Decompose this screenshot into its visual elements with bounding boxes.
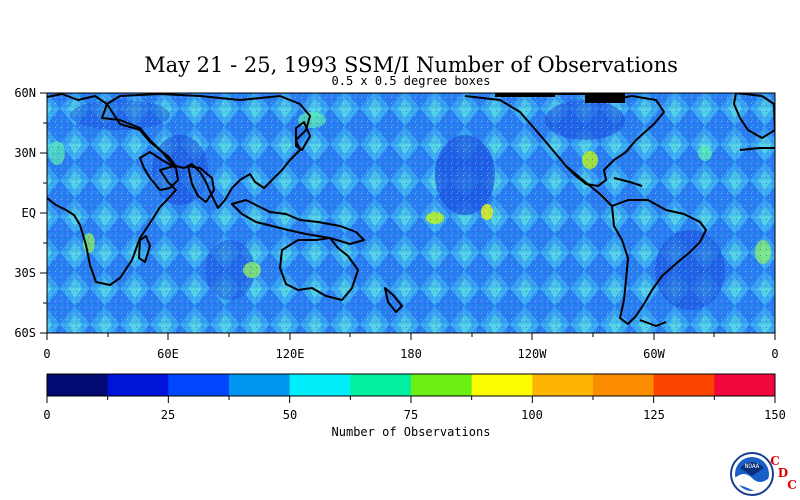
colorbar-ticks bbox=[46, 396, 776, 403]
noaa-cdc-logo: NOAA C D C bbox=[730, 452, 797, 496]
longitude-axis bbox=[46, 333, 776, 340]
map-subtitle: 0.5 x 0.5 degree boxes bbox=[332, 74, 491, 88]
africa-europe-outline bbox=[47, 93, 177, 286]
arabia-outline bbox=[139, 151, 179, 191]
australia-outline bbox=[279, 237, 359, 301]
colorbar-cell bbox=[532, 374, 594, 396]
north-america-outline bbox=[464, 93, 665, 187]
lat-label-60n: 60N bbox=[14, 86, 36, 100]
noaa-emblem-text: NOAA bbox=[745, 463, 760, 470]
lon-label-0-west: 0 bbox=[43, 347, 50, 361]
colorbar-cell bbox=[471, 374, 533, 396]
colorbar-cells bbox=[47, 374, 776, 396]
colorbar-cell bbox=[411, 374, 473, 396]
colorbar-tick-100: 100 bbox=[521, 408, 543, 422]
europe-west-outline bbox=[739, 147, 775, 151]
caribbean-outline bbox=[613, 177, 643, 187]
colorbar-tick-125: 125 bbox=[643, 408, 665, 422]
colorbar-cell bbox=[593, 374, 655, 396]
colorbar-label: Number of Observations bbox=[332, 425, 491, 439]
colorbar-cell bbox=[168, 374, 230, 396]
lon-label-0-east: 0 bbox=[771, 347, 778, 361]
colorbar: 0 25 50 75 100 125 150 Number of Observa… bbox=[43, 373, 786, 439]
colorbar-cell bbox=[714, 374, 776, 396]
central-america-outline bbox=[565, 165, 613, 207]
lon-label-180: 180 bbox=[400, 347, 422, 361]
asia-outline bbox=[106, 93, 311, 209]
new-zealand-outline bbox=[384, 287, 403, 313]
lon-label-60e: 60E bbox=[157, 347, 179, 361]
lat-label-30n: 30N bbox=[14, 146, 36, 160]
latitude-labels: 60N 30N EQ 30S 60S bbox=[14, 86, 36, 340]
lon-label-120e: 120E bbox=[276, 347, 305, 361]
logo-letter-c1: C bbox=[770, 454, 780, 468]
colorbar-tick-25: 25 bbox=[161, 408, 175, 422]
colorbar-tick-75: 75 bbox=[404, 408, 418, 422]
lon-label-60w: 60W bbox=[643, 347, 665, 361]
south-america-outline bbox=[611, 199, 707, 325]
logo-letter-d: D bbox=[778, 466, 788, 480]
colorbar-tick-150: 150 bbox=[764, 408, 786, 422]
colorbar-cell bbox=[107, 374, 169, 396]
colorbar-tick-50: 50 bbox=[283, 408, 297, 422]
colorbar-cell bbox=[653, 374, 715, 396]
madagascar-outline bbox=[138, 235, 151, 263]
lat-label-60s: 60S bbox=[14, 326, 36, 340]
logo-letter-c2: C bbox=[787, 478, 797, 492]
map-title: May 21 - 25, 1993 SSM/I Number of Observ… bbox=[144, 53, 678, 77]
india-outline bbox=[187, 165, 215, 203]
colorbar-cell bbox=[289, 374, 351, 396]
lon-label-120w: 120W bbox=[518, 347, 548, 361]
greenland-outline bbox=[733, 93, 775, 139]
colorbar-cell bbox=[47, 374, 109, 396]
colorbar-tick-0: 0 bbox=[43, 408, 50, 422]
japan-outline bbox=[295, 121, 311, 151]
lat-label-eq: EQ bbox=[22, 206, 36, 220]
continent-outlines bbox=[47, 93, 775, 327]
lat-label-30s: 30S bbox=[14, 266, 36, 280]
antarctic-fragments-outline bbox=[639, 319, 667, 327]
observation-field bbox=[47, 93, 775, 333]
latitude-axis bbox=[40, 92, 47, 334]
longitude-labels: 0 60E 120E 180 120W 60W 0 bbox=[43, 347, 778, 361]
colorbar-cell bbox=[229, 374, 291, 396]
colorbar-cell bbox=[350, 374, 412, 396]
maritime-se-asia-outline bbox=[231, 199, 365, 245]
